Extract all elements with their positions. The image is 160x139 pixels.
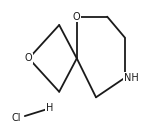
Text: Cl: Cl — [11, 113, 21, 123]
Text: NH: NH — [124, 73, 139, 83]
Text: H: H — [46, 103, 53, 113]
Text: O: O — [73, 12, 81, 22]
Text: O: O — [25, 53, 33, 63]
